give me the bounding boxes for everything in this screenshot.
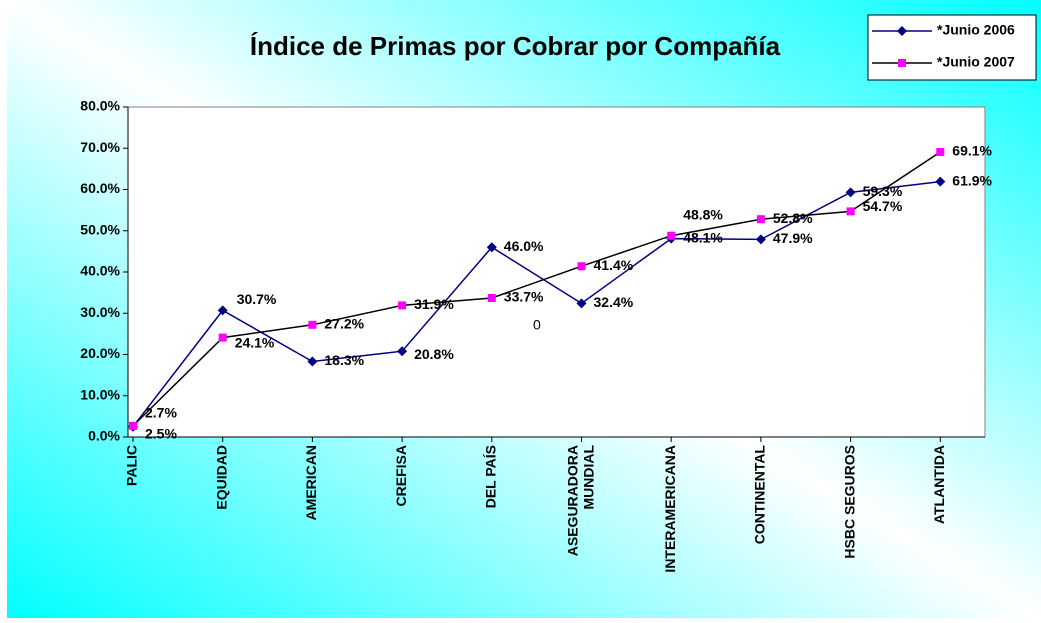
x-tick-label: EQUIDAD — [213, 445, 229, 510]
legend — [867, 14, 1037, 81]
data-label: 2.7% — [145, 405, 177, 421]
data-label: 24.1% — [235, 334, 275, 350]
data-label: 18.3% — [324, 352, 364, 368]
marker — [308, 320, 317, 329]
data-label: 31.9% — [414, 296, 454, 312]
data-label: 48.8% — [683, 206, 723, 222]
chart-title: Índice de Primas por Cobrar por Compañía — [250, 31, 781, 61]
x-tick-label: PALIC — [124, 445, 140, 486]
y-tick-label: 60.0% — [80, 180, 120, 196]
plot-area — [127, 106, 986, 438]
marker — [307, 356, 318, 367]
data-label: 69.1% — [952, 143, 992, 159]
marker — [667, 231, 676, 240]
marker — [576, 298, 587, 309]
y-tick-label: 50.0% — [80, 221, 120, 237]
y-tick-label: 0.0% — [88, 428, 120, 444]
marker — [935, 176, 946, 187]
x-tick-label: HSBC SEGUROS — [841, 445, 857, 559]
marker — [486, 242, 497, 253]
y-tick-label: 30.0% — [80, 304, 120, 320]
data-label: 54.7% — [863, 198, 903, 214]
y-tick-label: 10.0% — [80, 386, 120, 402]
annotation: 0 — [533, 317, 541, 333]
marker — [756, 215, 765, 224]
data-label: 20.8% — [414, 346, 454, 362]
x-tick-label: CONTINENTAL — [752, 445, 768, 545]
y-tick-label: 80.0% — [80, 98, 120, 114]
x-tick-label: ATLANTIDA — [931, 445, 947, 524]
data-label: 52.8% — [773, 210, 813, 226]
marker — [218, 333, 227, 342]
marker — [397, 346, 408, 357]
marker — [577, 262, 586, 271]
data-label: 32.4% — [594, 294, 634, 310]
y-tick-label: 40.0% — [80, 263, 120, 279]
x-tick-label: CREFISA — [393, 445, 409, 506]
marker — [845, 187, 856, 198]
y-tick-label: 70.0% — [80, 139, 120, 155]
marker — [755, 234, 766, 245]
x-tick-label: AMERICAN — [303, 445, 319, 520]
marker — [129, 421, 137, 430]
data-label: 46.0% — [504, 238, 544, 254]
marker — [846, 207, 855, 216]
data-label: 48.1% — [683, 229, 723, 245]
data-label: 47.9% — [773, 230, 813, 246]
data-label: 2.5% — [145, 425, 177, 441]
legend-label: *Junio 2007 — [937, 54, 1015, 70]
data-label: 61.9% — [952, 172, 992, 188]
series-line — [132, 151, 941, 427]
data-label: 41.4% — [594, 257, 634, 273]
data-label: 27.2% — [324, 316, 364, 332]
marker — [487, 293, 496, 302]
data-label: 59.3% — [863, 183, 903, 199]
x-tick-label: ASEGURADORAMUNDIAL — [564, 445, 596, 557]
legend-marker — [898, 59, 906, 67]
legend-label: *Junio 2006 — [937, 22, 1015, 38]
data-label: 33.7% — [504, 289, 544, 305]
legend-marker — [897, 26, 907, 36]
marker — [217, 305, 228, 316]
marker — [398, 301, 407, 310]
marker — [936, 147, 945, 156]
x-tick-label: INTERAMERICANA — [662, 445, 678, 573]
data-label: 30.7% — [237, 291, 277, 307]
x-tick-label: DEL PAÍS — [483, 445, 499, 508]
y-tick-label: 20.0% — [80, 345, 120, 361]
